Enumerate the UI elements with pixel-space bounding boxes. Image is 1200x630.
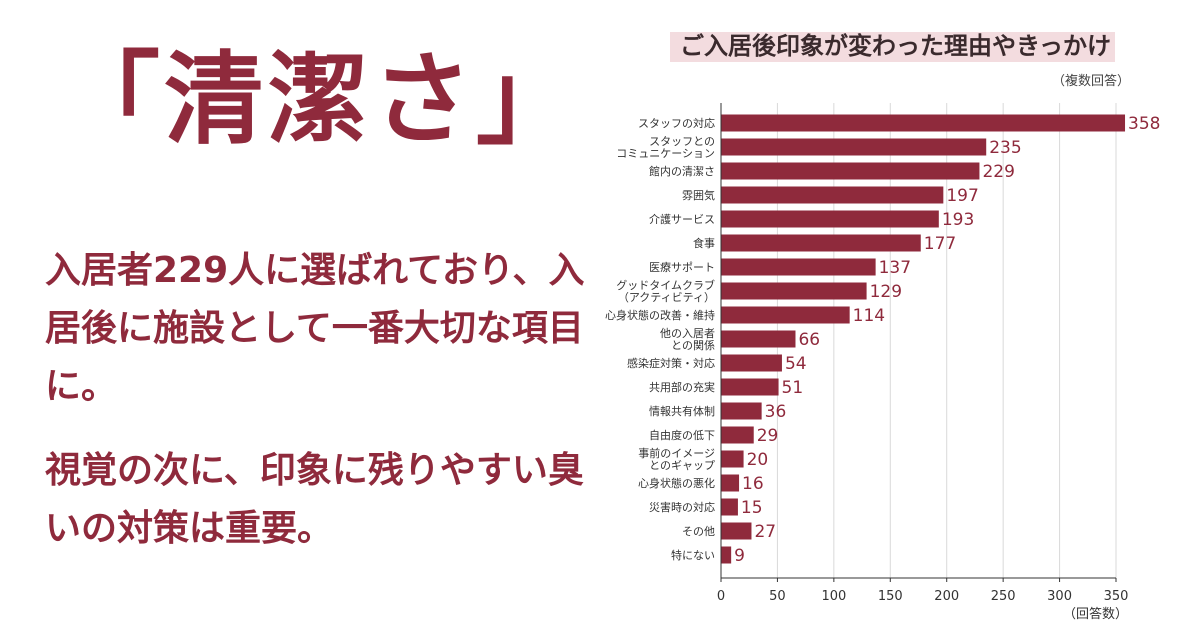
bar [721,186,944,204]
bar [721,426,754,444]
category-label: 心身状態の悪化 [638,476,715,490]
category-label: コミュニケーション [616,147,715,160]
category-label: 心身状態の改善・維持 [605,308,715,322]
category-label: 自由度の低下 [649,428,715,442]
value-label: 137 [879,258,911,278]
category-label: 食事 [693,236,715,250]
bar [721,474,740,492]
category-label: 共用部の充実 [649,380,715,394]
value-label: 193 [942,210,974,230]
bar [721,282,867,300]
bar [721,234,921,252]
bar [721,402,762,420]
value-label: 15 [741,498,763,518]
x-tick-label: 250 [991,589,1016,604]
category-label: グッドタイムクラブ [616,278,715,292]
category-label: 情報共有体制 [649,404,715,418]
value-label: 27 [754,522,776,542]
value-label: 29 [757,426,779,446]
bar [721,306,850,324]
bar [721,450,744,468]
bar [721,258,876,276]
category-label: （アクティビティ） [618,291,715,304]
bar [721,546,732,564]
category-label: 雰囲気 [682,188,715,202]
value-label: 66 [798,330,820,350]
odor-paragraph: 視覚の次に、印象に残りやすい臭いの対策は重要。 [45,450,584,549]
bar [721,138,987,156]
category-label: とのギャップ [649,459,715,472]
x-tick-label: 150 [878,589,903,604]
value-label: 229 [982,162,1014,182]
category-label: 介護サービス [649,212,715,226]
category-label: 事前のイメージ [638,446,715,460]
chart-note: （複数回答） [1051,74,1130,89]
value-label: 36 [765,402,787,422]
bar [721,330,796,348]
category-label: 館内の清潔さ [649,164,715,178]
x-tick-label: 300 [1047,589,1072,604]
x-tick-label: 100 [821,589,846,604]
value-label: 358 [1128,114,1160,134]
bar [721,498,738,516]
category-label: スタッフとの [649,135,715,148]
x-tick-label: 0 [717,589,725,604]
value-label: 51 [782,378,804,398]
value-label: 114 [853,306,885,326]
category-label: スタッフの対応 [638,116,715,130]
bar [721,378,779,396]
value-label: 9 [734,546,745,566]
value-label: 235 [989,138,1021,158]
category-label: 感染症対策・対応 [627,356,715,370]
x-tick-label: 350 [1104,589,1129,604]
value-label: 20 [747,450,769,470]
bar [721,354,782,372]
category-label: その他 [682,525,715,538]
value-label: 16 [742,474,764,494]
chart-title-highlight [670,32,1115,62]
bar [721,114,1126,132]
category-label: 他の入居者 [660,327,715,340]
category-label: との関係 [671,339,715,352]
value-label: 54 [785,354,807,374]
x-tick-label: 50 [769,589,786,604]
chart-title: ご入居後印象が変わった理由やきっかけ [680,32,1112,60]
bar [721,210,939,228]
x-axis-label: （回答数） [1063,606,1128,622]
bar [721,522,752,540]
x-tick-label: 200 [934,589,959,604]
value-label: 197 [946,186,978,206]
bar [721,162,980,180]
headline: 「清潔さ」 [60,41,580,158]
category-label: 医療サポート [649,260,715,274]
value-label: 129 [870,282,902,302]
category-label: 特にない [671,548,715,562]
summary-paragraph: 入居者229人に選ばれており、入居後に施設として一番大切な項目に。 [45,250,585,407]
value-label: 177 [924,234,956,254]
category-label: 災害時の対応 [649,500,715,514]
